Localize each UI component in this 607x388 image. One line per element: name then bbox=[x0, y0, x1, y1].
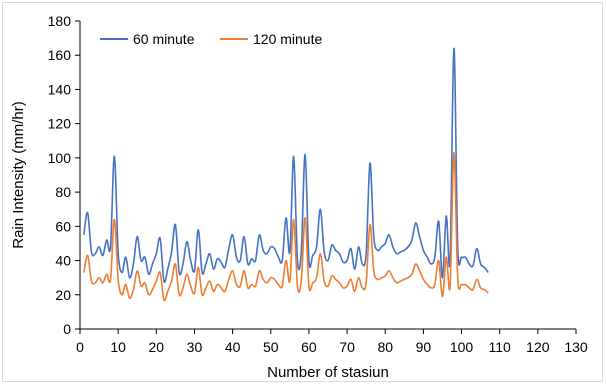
legend-label: 60 minute bbox=[133, 31, 195, 47]
y-tick-label: 160 bbox=[48, 47, 72, 63]
series-line-120-minute bbox=[83, 151, 489, 302]
y-tick-label: 40 bbox=[55, 253, 71, 269]
legend: 60 minute 120 minute bbox=[100, 31, 322, 47]
x-tick-label: 40 bbox=[225, 339, 241, 355]
line-chart: 0 20 40 60 80 100 120 140 160 180 0 10 20 30 40 50 60 70 8… bbox=[10, 13, 588, 381]
chart-frame: 0 20 40 60 80 100 120 140 160 180 0 10 20 30 40 50 60 70 8… bbox=[2, 2, 603, 382]
series-lines bbox=[83, 47, 489, 302]
y-axis-title: Rain Intensity (mm/hr) bbox=[10, 101, 27, 249]
x-tick-label: 50 bbox=[263, 339, 279, 355]
x-tick-label: 20 bbox=[149, 339, 165, 355]
y-tick-label: 120 bbox=[48, 116, 72, 132]
x-tick-label: 60 bbox=[301, 339, 317, 355]
y-tick-label: 180 bbox=[48, 13, 72, 29]
x-tick-label: 120 bbox=[526, 339, 550, 355]
y-tick-label: 20 bbox=[55, 287, 71, 303]
x-tick-label: 30 bbox=[187, 339, 203, 355]
y-tick-label: 0 bbox=[63, 321, 71, 337]
y-tick-label: 100 bbox=[48, 150, 72, 166]
series-line-60-minute bbox=[83, 47, 489, 284]
x-tick-label: 100 bbox=[450, 339, 474, 355]
x-tick-label: 70 bbox=[339, 339, 355, 355]
x-tick-label: 110 bbox=[489, 339, 512, 355]
axis-ticks: 0 20 40 60 80 100 120 140 160 180 0 10 20 30 40 50 60 70 8… bbox=[48, 13, 588, 355]
y-tick-label: 80 bbox=[55, 184, 71, 200]
x-tick-label: 80 bbox=[377, 339, 393, 355]
x-axis-title: Number of stasiun bbox=[267, 364, 389, 381]
x-tick-label: 0 bbox=[76, 339, 84, 355]
x-tick-label: 90 bbox=[416, 339, 432, 355]
x-tick-label: 130 bbox=[564, 339, 588, 355]
y-tick-label: 140 bbox=[48, 81, 72, 97]
y-tick-label: 60 bbox=[55, 218, 71, 234]
x-tick-label: 10 bbox=[110, 339, 126, 355]
legend-label: 120 minute bbox=[253, 31, 322, 47]
